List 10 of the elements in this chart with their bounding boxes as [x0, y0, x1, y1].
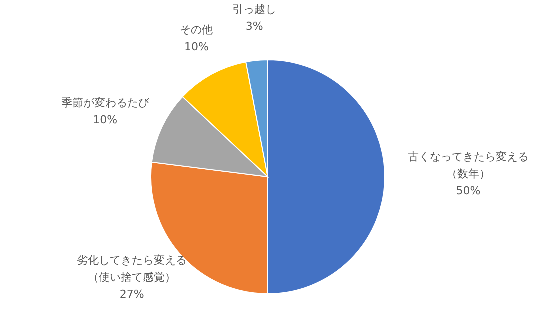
- slice-label: 古くなってきたら変える（数年）: [408, 150, 529, 180]
- data-label: 27%: [120, 288, 144, 302]
- slice-label: 季節が変わるたび: [61, 96, 150, 110]
- slice-label: 引っ越し: [232, 2, 277, 16]
- data-label: 10%: [184, 40, 209, 54]
- slice-label: 劣化してきたら変える（使い捨て感覚）: [77, 254, 188, 284]
- data-label: 3%: [246, 20, 264, 33]
- slice-label: その他: [180, 23, 214, 36]
- data-label: 10%: [93, 113, 118, 126]
- data-label: 50%: [456, 184, 481, 198]
